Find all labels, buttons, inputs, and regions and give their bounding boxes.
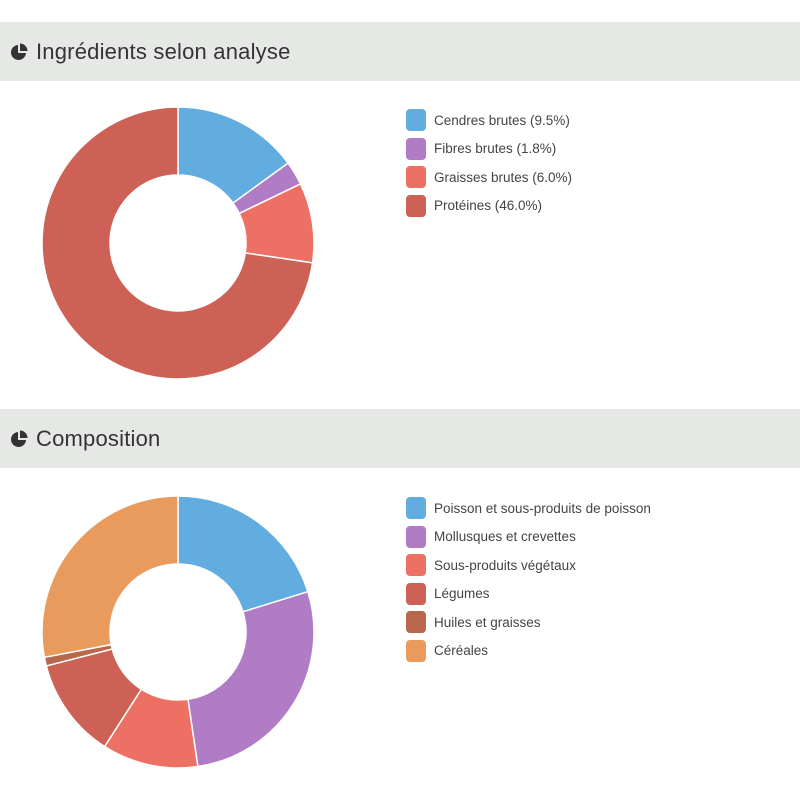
composition-header: Composition [0,409,800,468]
legend-label: Fibres brutes (1.8%) [434,141,557,157]
legend-swatch [406,582,426,605]
legend-swatch [406,166,426,189]
legend-item[interactable]: Fibres brutes (1.8%) [406,135,572,164]
section-title: Ingrédients selon analyse [36,38,291,64]
legend-label: Poisson et sous-produits de poisson [434,500,651,516]
legend-swatch [406,639,426,662]
legend-item[interactable]: Légumes [406,580,651,609]
legend-label: Huiles et graisses [434,614,541,630]
donut-slice-1[interactable] [177,495,309,613]
legend-swatch [406,137,426,160]
legend-swatch [406,525,426,548]
donut-slice-4[interactable] [41,106,314,380]
legend-item[interactable]: Huiles et graisses [406,608,651,637]
legend-swatch [406,194,426,217]
pie-chart-icon [11,43,28,60]
analysis-legend: Cendres brutes (9.5%) Fibres brutes (1.8%… [406,106,572,220]
legend-item[interactable]: Graisses brutes (6.0%) [406,163,572,192]
legend-label: Graisses brutes (6.0%) [434,169,573,185]
composition-donut-chart [41,495,315,769]
legend-item[interactable]: Mollusques et crevettes [406,523,651,552]
legend-swatch [406,109,426,132]
analysis-donut-chart [41,106,315,380]
legend-item[interactable]: Poisson et sous-produits de poisson [406,494,651,523]
legend-label: Céréales [434,643,489,659]
donut-slice-6[interactable] [41,495,179,659]
section-title: Composition [36,425,161,451]
composition-legend: Poisson et sous-produits de poisson Mollu… [406,494,651,665]
legend-swatch [406,611,426,634]
pie-chart-icon [11,430,28,447]
legend-label: Protéines (46.0%) [434,198,543,214]
legend-item[interactable]: Protéines (46.0%) [406,192,572,221]
legend-item[interactable]: Cendres brutes (9.5%) [406,106,572,135]
legend-swatch [406,554,426,577]
legend-item[interactable]: Sous-produits végétaux [406,551,651,580]
legend-item[interactable]: Céréales [406,637,651,666]
legend-label: Sous-produits végétaux [434,557,576,573]
analysis-header: Ingrédients selon analyse [0,22,800,81]
legend-swatch [406,497,426,520]
legend-label: Mollusques et crevettes [434,529,576,545]
legend-label: Cendres brutes (9.5%) [434,112,570,128]
donut-slice-2[interactable] [187,590,315,768]
legend-label: Légumes [434,586,490,602]
